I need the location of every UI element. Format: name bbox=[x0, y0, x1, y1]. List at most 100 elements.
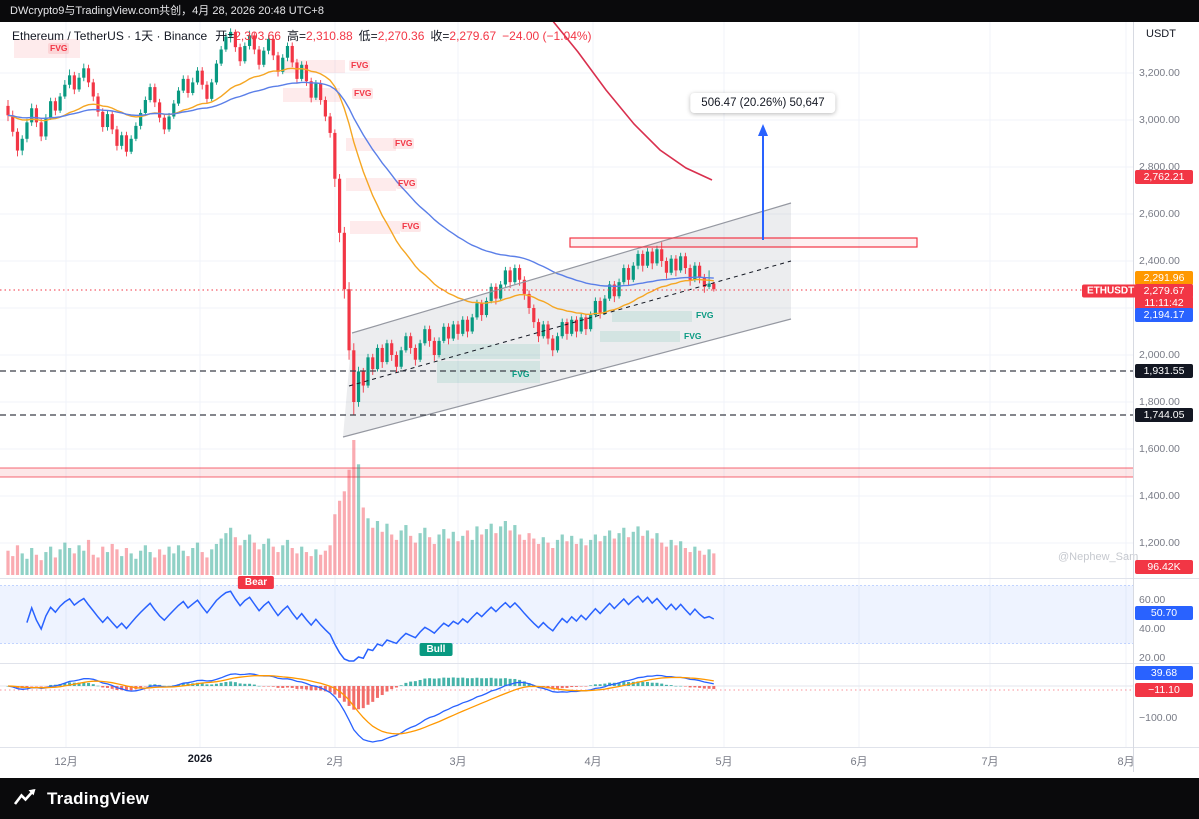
fvg-label[interactable]: FVG bbox=[393, 138, 415, 149]
macd-histogram-bar bbox=[409, 681, 413, 686]
volume-bar bbox=[394, 539, 399, 575]
macd-histogram-bar bbox=[560, 686, 564, 689]
macd-histogram-bar bbox=[195, 682, 199, 686]
candle-body bbox=[626, 268, 631, 280]
volume-bar bbox=[446, 538, 451, 575]
candle-body bbox=[352, 350, 356, 402]
candle-body bbox=[342, 232, 346, 290]
candle-body bbox=[446, 326, 451, 339]
candle-body bbox=[91, 82, 95, 97]
macd-histogram-bar bbox=[361, 686, 365, 709]
macd-histogram-bar bbox=[399, 685, 403, 686]
volume-bar bbox=[645, 530, 650, 575]
price-axis-badge: 2,279.67 bbox=[1135, 284, 1193, 298]
volume-bar bbox=[404, 525, 408, 575]
volume-bar bbox=[195, 542, 200, 575]
candle-body bbox=[337, 178, 342, 233]
bull-annotation[interactable]: Bull bbox=[419, 643, 453, 656]
volume-bar bbox=[707, 549, 711, 575]
macd-histogram-bar bbox=[96, 685, 100, 687]
macd-histogram-bar bbox=[267, 686, 271, 687]
fvg-label[interactable]: FVG bbox=[400, 221, 422, 232]
tradingview-logo-icon[interactable] bbox=[12, 786, 38, 812]
macd-histogram-bar bbox=[394, 686, 398, 688]
measure-tool-label[interactable]: 506.47 (20.26%) 50,647 bbox=[690, 93, 836, 113]
macd-histogram-bar bbox=[110, 686, 114, 689]
macd-histogram-bar bbox=[707, 686, 711, 689]
candle-body bbox=[461, 319, 465, 334]
candle-body bbox=[44, 117, 48, 137]
bear-annotation[interactable]: Bear bbox=[237, 576, 275, 589]
macd-histogram-bar bbox=[508, 678, 512, 686]
candle-body bbox=[361, 371, 365, 386]
volume-bar bbox=[380, 531, 384, 575]
volume-bar bbox=[669, 539, 673, 575]
pane-separator-rsi[interactable] bbox=[0, 578, 1199, 579]
macd-histogram-bar bbox=[603, 683, 607, 686]
volume-bar bbox=[63, 542, 67, 575]
fvg-label[interactable]: FVG bbox=[696, 310, 714, 320]
volume-bar bbox=[470, 539, 474, 575]
macd-histogram-bar bbox=[262, 686, 266, 687]
volume-bar bbox=[39, 560, 43, 575]
candle-body bbox=[162, 117, 166, 130]
macd-histogram-bar bbox=[285, 686, 289, 688]
price-axis-badge: 2,762.21 bbox=[1135, 170, 1193, 184]
volume-bar bbox=[162, 554, 166, 575]
volume-bar bbox=[53, 557, 57, 575]
candle-body bbox=[480, 303, 484, 316]
fvg-label[interactable]: FVG bbox=[396, 178, 418, 189]
ohlc-values: 开=2,303.66 高=2,310.88 低=2,270.36 收=2,279.67 bbox=[215, 29, 502, 43]
macd-histogram-bar bbox=[229, 681, 233, 686]
volume-bar bbox=[442, 529, 446, 575]
volume-bar bbox=[560, 534, 564, 575]
tradingview-brand[interactable]: TradingView bbox=[47, 788, 150, 808]
macd-histogram-bar bbox=[44, 686, 48, 687]
volume-bar bbox=[664, 546, 669, 575]
price-axis-badge: 50.70 bbox=[1135, 606, 1193, 620]
fvg-box-bull bbox=[437, 361, 540, 383]
volume-bar bbox=[49, 546, 53, 575]
volume-bar bbox=[257, 549, 261, 575]
chart-canvas[interactable] bbox=[0, 0, 1133, 778]
symbol-title[interactable]: Ethereum / TetherUS · 1天 · Binance bbox=[12, 29, 208, 43]
fvg-label[interactable]: FVG bbox=[512, 369, 530, 379]
volume-bar bbox=[328, 545, 332, 575]
fvg-label[interactable]: FVG bbox=[684, 331, 702, 341]
volume-bar bbox=[555, 539, 560, 575]
volume-bar bbox=[385, 523, 389, 575]
volume-bar bbox=[15, 545, 20, 575]
volume-bar bbox=[105, 552, 110, 575]
axis-divider bbox=[1133, 22, 1134, 772]
macd-histogram-bar bbox=[565, 686, 569, 688]
pane-separator-macd[interactable] bbox=[0, 663, 1199, 664]
macd-histogram-bar bbox=[598, 684, 602, 686]
volume-bar bbox=[233, 537, 237, 575]
volume-bar bbox=[589, 539, 593, 575]
volume-bar bbox=[148, 552, 152, 575]
fvg-label[interactable]: FVG bbox=[349, 60, 371, 71]
candle-body bbox=[532, 308, 536, 323]
ohlc-field: 低=2,270.36 bbox=[358, 29, 425, 43]
candle-body bbox=[333, 132, 337, 179]
candle-body bbox=[77, 77, 81, 90]
candle-body bbox=[300, 64, 304, 79]
candle-body bbox=[456, 324, 460, 334]
time-axis-label: 3月 bbox=[449, 756, 467, 768]
fvg-label[interactable]: FVG bbox=[352, 88, 374, 99]
volume-bar bbox=[679, 541, 683, 575]
price-axis-badge: 2,194.17 bbox=[1135, 308, 1193, 322]
symbol-legend[interactable]: Ethereum / TetherUS · 1天 · Binance 开=2,30… bbox=[12, 27, 598, 44]
channel-lower-line bbox=[342, 318, 792, 438]
volume-bar bbox=[399, 530, 403, 575]
candle-body bbox=[181, 78, 185, 91]
price-axis-tick: 3,200.00 bbox=[1139, 67, 1180, 79]
macd-histogram-bar bbox=[139, 686, 143, 688]
price-axis-tick: −100.00 bbox=[1139, 712, 1178, 724]
volume-bar bbox=[499, 526, 503, 575]
candle-body bbox=[129, 138, 133, 152]
candle-body bbox=[437, 340, 441, 355]
candle-body bbox=[319, 83, 323, 101]
fvg-label[interactable]: FVG bbox=[48, 43, 70, 54]
volume-bar bbox=[30, 548, 34, 575]
